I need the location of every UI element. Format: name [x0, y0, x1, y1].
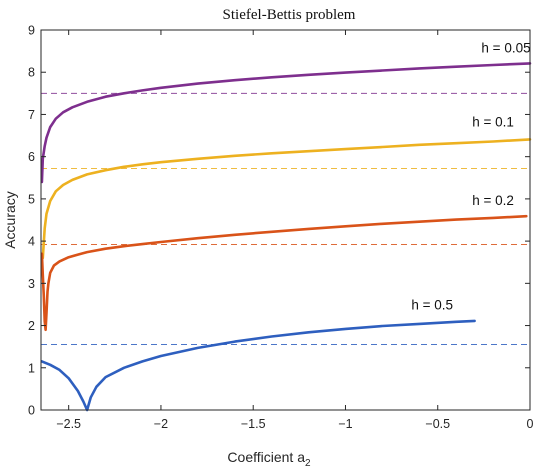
- curve-label-3: h = 0.5: [411, 298, 453, 313]
- chart-title: Stiefel-Bettis problem: [223, 7, 356, 23]
- curve-label-2: h = 0.2: [472, 193, 514, 208]
- y-tick-label-2: 2: [28, 319, 35, 333]
- x-tick-label-1: −2: [154, 417, 168, 431]
- y-tick-label-6: 6: [28, 150, 35, 164]
- x-tick-label-5: 0: [527, 417, 534, 431]
- x-tick-labels: −2.5 −2 −1.5 −1 −0.5 0: [56, 417, 533, 431]
- ticks: [41, 29, 531, 411]
- series-line-2: [40, 214, 528, 332]
- curves: [40, 62, 532, 412]
- x-tick-label-4: −0.5: [425, 417, 450, 431]
- y-tick-label-8: 8: [28, 66, 35, 80]
- y-tick-label-4: 4: [28, 235, 35, 249]
- x-tick-label-0: −2.5: [56, 417, 81, 431]
- y-tick-label-5: 5: [28, 192, 35, 206]
- x-axis-title: Coefficient a2: [227, 449, 311, 468]
- y-tick-label-9: 9: [28, 24, 35, 38]
- y-tick-label-7: 7: [28, 108, 35, 122]
- series-line-3: [40, 319, 476, 412]
- series-line-1: [41, 138, 532, 260]
- y-axis-title: Accuracy: [2, 191, 18, 249]
- series-line-0: [40, 62, 532, 184]
- curve-label-0: h = 0.05: [481, 40, 530, 55]
- x-axis-subscript: 2: [305, 458, 311, 468]
- y-tick-label-1: 1: [28, 361, 35, 375]
- plot-frame: [40, 29, 531, 411]
- x-axis-label: Coefficient a: [227, 449, 305, 465]
- y-tick-label-0: 0: [28, 404, 35, 418]
- curve-labels: h = 0.05 h = 0.1 h = 0.2 h = 0.5: [411, 40, 530, 312]
- y-tick-label-3: 3: [28, 277, 35, 291]
- x-tick-label-2: −1.5: [241, 417, 266, 431]
- x-tick-label-3: −1: [338, 417, 352, 431]
- curve-label-1: h = 0.1: [472, 114, 514, 129]
- y-tick-labels: 0 1 2 3 4 5 6 7 8 9: [28, 24, 35, 418]
